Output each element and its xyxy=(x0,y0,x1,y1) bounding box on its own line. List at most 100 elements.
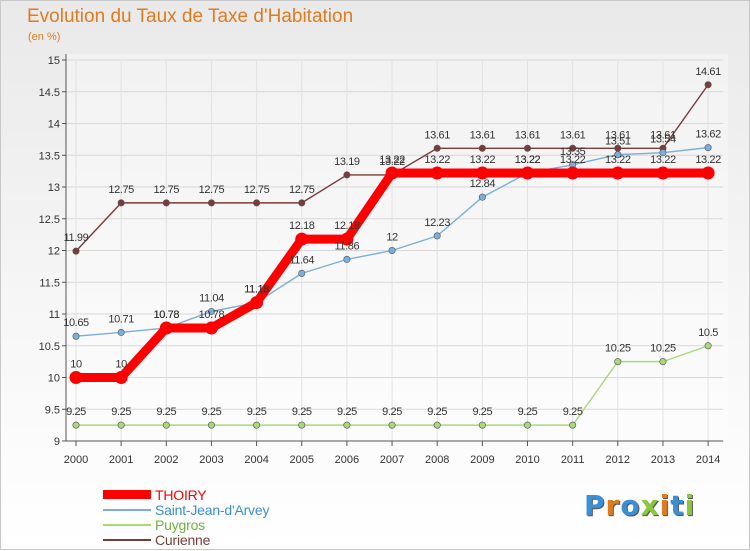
series-point-1 xyxy=(72,332,80,340)
series-point-1 xyxy=(659,149,667,157)
data-label-3: 13.61 xyxy=(605,129,631,141)
series-point-1 xyxy=(298,269,306,277)
series-point-3 xyxy=(343,171,351,179)
series-point-3 xyxy=(569,144,577,152)
series-point-3 xyxy=(207,199,215,207)
y-tick-label: 13 xyxy=(48,182,60,194)
data-label-2: 9.25 xyxy=(563,406,583,418)
series-point-1 xyxy=(343,255,351,263)
data-label-0: 13.22 xyxy=(379,154,405,166)
data-label-3: 12.75 xyxy=(289,184,315,196)
series-point-2 xyxy=(478,421,486,429)
series-point-0 xyxy=(340,232,354,246)
series-point-0 xyxy=(475,166,489,180)
data-label-0: 13.22 xyxy=(650,154,676,166)
series-point-1 xyxy=(614,151,622,159)
series-point-2 xyxy=(298,421,306,429)
x-tick-label: 2002 xyxy=(154,454,178,466)
data-label-0: 10.78 xyxy=(154,309,180,321)
data-label-0: 13.22 xyxy=(605,154,631,166)
x-tick-label: 2008 xyxy=(425,454,449,466)
series-point-2 xyxy=(162,421,170,429)
data-label-1: 13.54 xyxy=(650,134,676,146)
legend-item: Saint-Jean-d'Arvey xyxy=(103,502,269,518)
series-point-1 xyxy=(478,193,486,201)
series-point-3 xyxy=(298,199,306,207)
data-label-3: 12.75 xyxy=(244,184,270,196)
y-tick-label: 13.5 xyxy=(39,150,60,162)
y-tick-label: 14.5 xyxy=(39,87,60,99)
data-label-1: 13.51 xyxy=(605,136,631,148)
y-tick-label: 10 xyxy=(48,373,60,385)
data-label-3: 11.99 xyxy=(64,232,89,244)
legend-item: Curienne xyxy=(103,532,269,548)
x-tick-label: 2013 xyxy=(651,454,675,466)
data-label-3: 13.61 xyxy=(515,129,541,141)
series-point-0 xyxy=(611,166,625,180)
series-point-3 xyxy=(117,199,125,207)
x-tick-label: 2001 xyxy=(109,454,133,466)
data-label-2: 9.25 xyxy=(337,406,357,418)
data-label-1: 11.18 xyxy=(244,284,269,296)
data-label-1: 10.71 xyxy=(108,313,134,325)
y-tick-label: 11.5 xyxy=(39,277,60,289)
series-point-1 xyxy=(207,307,215,315)
data-label-1: 13.22 xyxy=(515,154,541,166)
data-label-1: 11.64 xyxy=(289,254,314,266)
series-point-2 xyxy=(433,421,441,429)
series-point-2 xyxy=(253,421,261,429)
series-point-2 xyxy=(388,421,396,429)
data-label-1: 11.86 xyxy=(335,240,360,252)
y-tick-label: 15 xyxy=(48,55,60,67)
plot-area xyxy=(66,54,729,441)
series-point-0 xyxy=(701,166,715,180)
data-label-3: 13.61 xyxy=(650,129,676,141)
series-point-2 xyxy=(659,358,667,366)
series-point-2 xyxy=(343,421,351,429)
series-point-0 xyxy=(295,232,309,246)
legend-label: THOIRY xyxy=(155,486,207,503)
series-point-1 xyxy=(433,232,441,240)
data-label-2: 9.25 xyxy=(247,406,267,418)
series-point-0 xyxy=(566,166,580,180)
series-point-3 xyxy=(523,144,531,152)
data-label-3: 13.22 xyxy=(379,156,405,168)
x-tick-label: 2006 xyxy=(335,454,359,466)
data-label-0: 11.18 xyxy=(244,284,269,296)
data-label-3: 12.75 xyxy=(108,184,134,196)
y-tick-label: 9.5 xyxy=(45,404,60,416)
y-tick-label: 10.5 xyxy=(39,341,60,353)
y-tick-label: 12 xyxy=(48,246,60,258)
data-label-0: 10.78 xyxy=(199,309,225,321)
series-point-0 xyxy=(69,371,83,384)
x-tick-label: 2014 xyxy=(696,454,720,466)
y-tick-label: 11 xyxy=(49,309,60,321)
chart-title: Evolution du Taux de Taxe d'Habitation xyxy=(27,6,354,27)
data-label-2: 9.25 xyxy=(472,406,492,418)
data-label-1: 10.78 xyxy=(154,309,180,321)
legend-swatch xyxy=(103,538,151,541)
series-point-3 xyxy=(72,247,80,255)
x-tick-label: 2010 xyxy=(515,454,539,466)
data-label-1: 11.04 xyxy=(199,292,224,304)
legend-swatch xyxy=(103,523,151,526)
data-label-3: 12.75 xyxy=(154,184,180,196)
data-label-3: 12.75 xyxy=(199,184,225,196)
series-point-0 xyxy=(250,296,264,310)
data-label-2: 10.25 xyxy=(650,343,676,355)
series-point-2 xyxy=(207,421,215,429)
legend-item: THOIRY xyxy=(103,486,269,503)
data-label-0: 12.18 xyxy=(334,220,360,232)
series-point-3 xyxy=(253,199,261,207)
data-label-3: 14.61 xyxy=(695,66,721,78)
data-label-2: 9.25 xyxy=(202,406,222,418)
y-tick-label: 14 xyxy=(48,119,60,131)
x-tick-label: 2009 xyxy=(470,454,494,466)
series-point-0 xyxy=(159,321,173,335)
data-label-3: 13.61 xyxy=(560,129,586,141)
series-point-3 xyxy=(704,81,712,89)
data-label-2: 9.25 xyxy=(382,406,402,418)
data-label-0: 13.22 xyxy=(695,154,721,166)
